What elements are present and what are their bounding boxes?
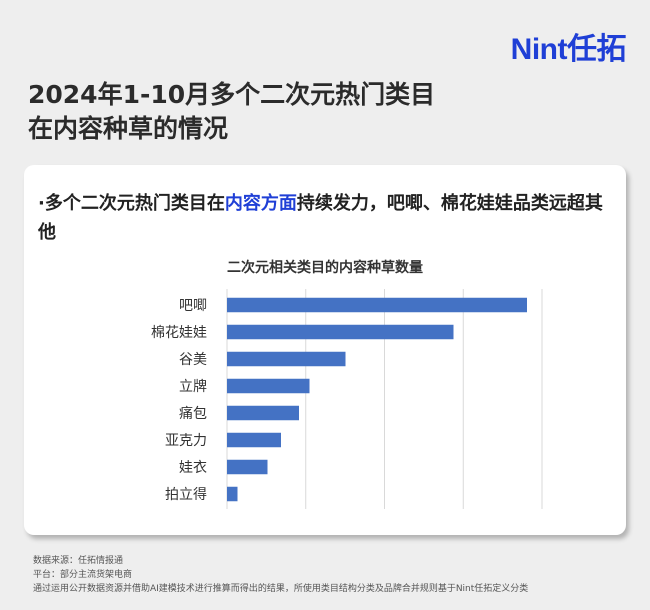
bar (227, 486, 238, 502)
footer-methodology-note: 通过运用公开数据资源并借助AI建模技术进行推算而得出的结果，所使用类目结构分类及… (33, 584, 529, 594)
bar (227, 324, 454, 340)
category-label: 吧唧 (179, 298, 207, 314)
brand-logo: Nint任拓 (510, 33, 627, 66)
page-title-line-1: 2024年1-10月多个二次元热门类目 (28, 80, 436, 109)
chart-subheading: ·多个二次元热门类目在内容方面持续发力，吧唧、棉花娃娃品类远超其他 (38, 189, 618, 247)
page-title: 2024年1-10月多个二次元热门类目 在内容种草的情况 (28, 78, 498, 146)
subheading-highlight: 内容方面 (224, 193, 297, 214)
bar (227, 351, 346, 367)
subheading-suffix: 持续发力，吧唧、棉花娃娃品类远超其他 (38, 193, 603, 243)
bar (227, 378, 310, 394)
bar (227, 405, 299, 421)
subheading-prefix: ·多个二次元热门类目在 (38, 193, 225, 214)
category-label: 娃衣 (179, 460, 207, 476)
category-label: 棉花娃娃 (151, 324, 207, 341)
chart-title: 二次元相关类目的内容种草数量 (227, 260, 423, 276)
category-label: 立牌 (179, 378, 207, 395)
footer-notes: 数据来源：任拓情报通 平台：部分主流货架电商 通过运用公开数据资源并借助AI建模… (33, 554, 528, 596)
bar (227, 459, 268, 475)
bar (227, 297, 527, 313)
footer-source: 数据来源：任拓情报通 (33, 556, 124, 566)
bar (227, 432, 281, 448)
footer-platform: 平台：部分主流货架电商 (33, 570, 133, 580)
chart-card: ·多个二次元热门类目在内容方面持续发力，吧唧、棉花娃娃品类远超其他 二次元相关类… (24, 165, 626, 535)
category-label: 拍立得 (165, 486, 207, 503)
category-label: 谷美 (179, 352, 207, 368)
category-label: 痛包 (179, 405, 207, 422)
category-label: 亚克力 (165, 433, 207, 449)
page-title-line-2: 在内容种草的情况 (28, 114, 229, 143)
